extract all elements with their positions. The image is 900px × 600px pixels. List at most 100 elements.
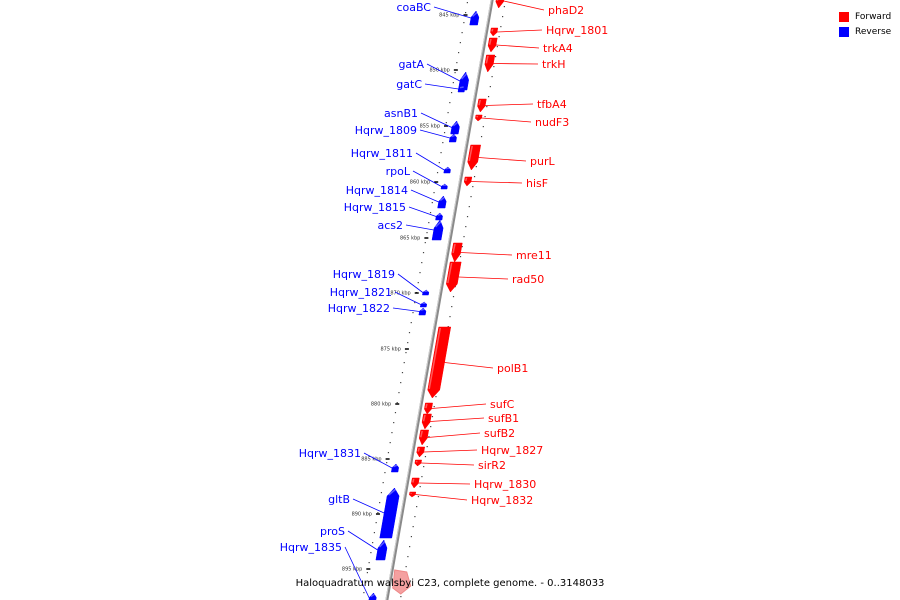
gene-label-hqrw-1832[interactable]: Hqrw_1832: [471, 494, 533, 507]
track-dot: [451, 306, 453, 308]
gene-highlight: [451, 134, 456, 138]
gene-label-sirr2[interactable]: sirR2: [478, 459, 506, 472]
gene-hqrw-1815-feature[interactable]: [435, 212, 443, 221]
gene-hqrw-1835-feature[interactable]: [368, 592, 377, 600]
gene-hqrw-1831-feature[interactable]: [391, 463, 399, 473]
gene-label-rpol[interactable]: rpoL: [386, 165, 411, 178]
track-dot: [424, 456, 427, 458]
gene-label-hisf[interactable]: hisF: [526, 177, 548, 190]
gene-tfba4-feature[interactable]: [477, 98, 487, 113]
gene-label-hqrw-1830[interactable]: Hqrw_1830: [474, 478, 536, 491]
gene-gatc-feature[interactable]: [457, 85, 466, 93]
gene-label-phad2[interactable]: phaD2: [548, 4, 584, 17]
gene-label-hqrw-1801[interactable]: Hqrw_1801: [546, 24, 608, 37]
gene-nudf3-feature[interactable]: [475, 114, 483, 122]
gene-label-mre11[interactable]: mre11: [516, 249, 552, 262]
gene-hqrw-1811-feature[interactable]: [443, 166, 451, 174]
label-leader-line: [444, 362, 494, 369]
gene-label-polb1[interactable]: polB1: [497, 362, 528, 375]
gene-coabc-feature[interactable]: [469, 10, 480, 26]
label-leader-line: [397, 273, 424, 293]
gene-polb1-feature[interactable]: [427, 326, 452, 399]
gene-rpol-feature[interactable]: [440, 183, 448, 190]
gene-label-gltb[interactable]: gltB: [328, 493, 350, 506]
gene-label-hqrw-1809[interactable]: Hqrw_1809: [355, 124, 417, 137]
gene-acs2-feature[interactable]: [431, 219, 444, 241]
track-dot: [396, 402, 398, 404]
gene-label-hqrw-1822[interactable]: Hqrw_1822: [328, 302, 390, 315]
gene-asnb1-feature[interactable]: [450, 120, 460, 135]
gene-trkh-feature[interactable]: [484, 54, 496, 73]
gene-phad2-feature[interactable]: [495, 0, 505, 9]
gene-label-hqrw-1821[interactable]: Hqrw_1821: [330, 286, 392, 299]
track-dot: [465, 12, 467, 14]
gene-sufb2-feature[interactable]: [418, 429, 429, 446]
gene-gltb-feature[interactable]: [379, 487, 400, 539]
gene-label-pros[interactable]: proS: [320, 525, 345, 538]
gene-hqrw-1830-feature[interactable]: [411, 477, 420, 489]
gene-label-asnb1[interactable]: asnB1: [384, 107, 418, 120]
gene-label-trka4[interactable]: trkA4: [543, 42, 573, 55]
label-leader-line: [352, 498, 385, 514]
gene-hqrw-1827-feature[interactable]: [416, 446, 426, 458]
gene-label-coabc[interactable]: coaBC: [396, 1, 431, 14]
track-dot: [393, 422, 395, 424]
gene-hqrw-1814-feature[interactable]: [437, 195, 447, 209]
gene-hqrw-1821-feature[interactable]: [419, 301, 428, 308]
gene-label-hqrw-1835[interactable]: Hqrw_1835: [280, 541, 342, 554]
gene-hqrw-1801-feature[interactable]: [490, 27, 499, 37]
gene-hqrw-1819-feature[interactable]: [422, 289, 430, 296]
track-dot: [458, 52, 460, 54]
track-dot: [447, 112, 449, 114]
gene-label-sufb1[interactable]: sufB1: [488, 412, 519, 425]
gene-sufb1-feature[interactable]: [421, 413, 432, 430]
gene-label-purl[interactable]: purL: [530, 155, 555, 168]
label-leader-line: [485, 103, 534, 106]
label-leader-line: [421, 462, 475, 466]
gene-label-hqrw-1811[interactable]: Hqrw_1811: [351, 147, 413, 160]
gene-label-tfba4[interactable]: tfbA4: [537, 98, 567, 111]
gene-highlight: [485, 55, 489, 64]
track-dot: [461, 32, 463, 34]
gene-label-acs2[interactable]: acs2: [377, 219, 403, 232]
gene-label-hqrw-1827[interactable]: Hqrw_1827: [481, 444, 543, 457]
gene-highlight: [437, 213, 442, 216]
gene-purl-feature[interactable]: [467, 144, 481, 171]
track-dot: [377, 512, 379, 514]
track-dot: [428, 436, 430, 438]
gene-label-hqrw-1815[interactable]: Hqrw_1815: [344, 201, 406, 214]
tick-label: 880 kbp: [371, 402, 391, 408]
gene-label-hqrw-1819[interactable]: Hqrw_1819: [333, 268, 395, 281]
gene-label-sufb2[interactable]: sufB2: [484, 427, 515, 440]
gene-hisf-feature[interactable]: [463, 176, 473, 187]
track-dot: [429, 212, 432, 214]
gene-pros-feature[interactable]: [375, 539, 388, 561]
gene-sirr2-feature[interactable]: [414, 459, 422, 467]
track-dot: [466, 2, 468, 4]
gene-hqrw-1809-feature[interactable]: [448, 133, 457, 143]
gene-label-hqrw-1831[interactable]: Hqrw_1831: [299, 447, 361, 460]
track-dot: [412, 526, 414, 528]
gene-label-sufc[interactable]: sufC: [490, 398, 515, 411]
track-dot: [391, 432, 393, 434]
gene-sufc-feature[interactable]: [424, 402, 433, 415]
gene-label-rad50[interactable]: rad50: [512, 273, 544, 286]
gene-highlight: [378, 540, 386, 548]
track-dot: [440, 152, 442, 154]
track-dot: [416, 506, 418, 508]
gene-label-trkh[interactable]: trkH: [542, 58, 565, 71]
gene-label-hqrw-1814[interactable]: Hqrw_1814: [346, 184, 408, 197]
track-dot: [443, 132, 446, 134]
gene-highlight: [435, 220, 443, 228]
gene-mre11-feature[interactable]: [451, 242, 463, 263]
gene-label-gatc[interactable]: gatC: [396, 78, 422, 91]
track-dot: [386, 462, 388, 464]
track-dot: [447, 326, 449, 328]
gene-label-nudf3[interactable]: nudF3: [535, 116, 569, 129]
gene-label-gata[interactable]: gatA: [398, 58, 424, 71]
gene-hqrw-1822-feature[interactable]: [418, 307, 427, 316]
gene-rad50-feature[interactable]: [446, 261, 462, 293]
gene-trka4-feature[interactable]: [487, 37, 498, 53]
gene-hqrw-1832-feature[interactable]: [409, 491, 417, 498]
label-leader-line: [424, 83, 459, 90]
